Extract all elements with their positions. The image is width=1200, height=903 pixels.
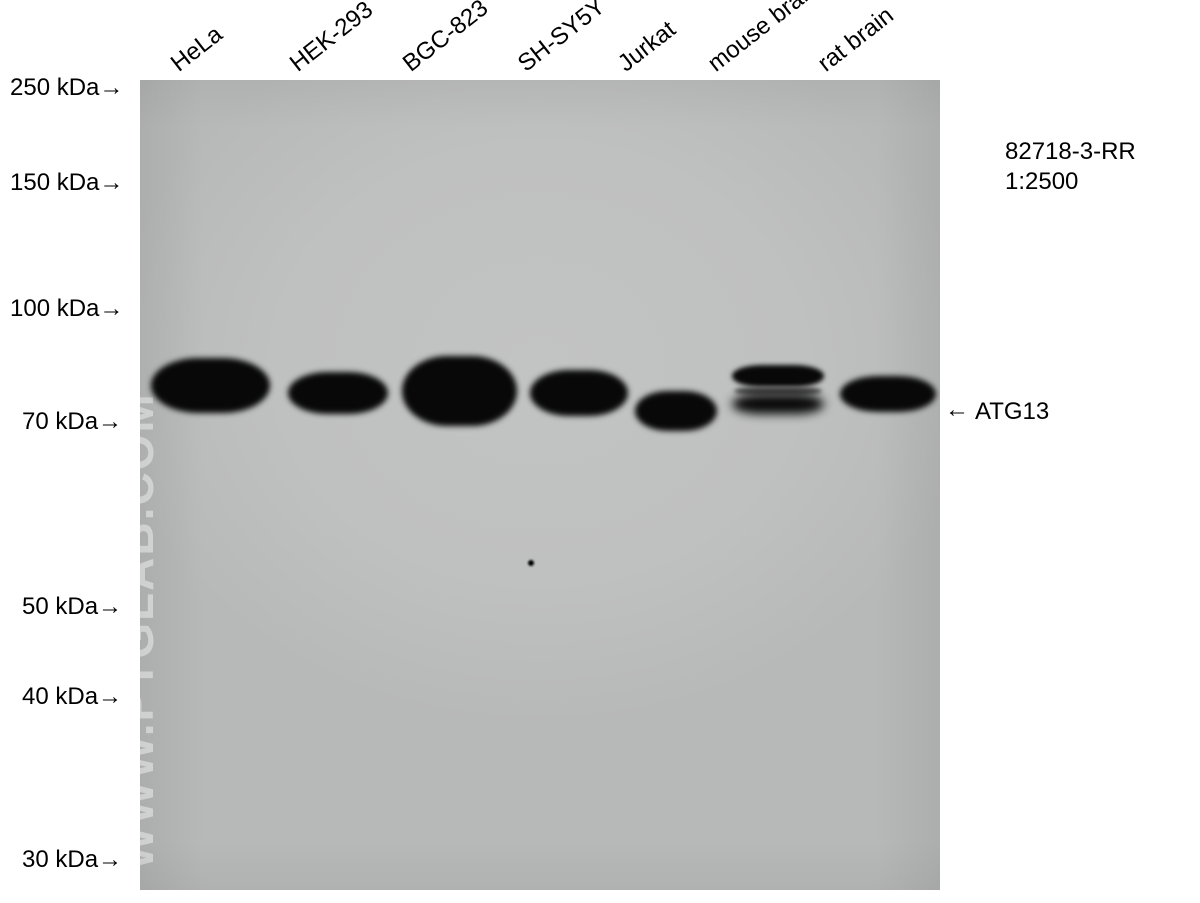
band-mouse-brain-lower (732, 394, 824, 414)
band-jurkat (635, 391, 717, 431)
arrow-right-icon: → (98, 846, 122, 874)
mw-label-100: 100 kDa→ (10, 295, 99, 323)
band-rat-brain (840, 376, 936, 412)
mw-label-70: 70 kDa→ (22, 408, 98, 436)
band-layer (140, 80, 940, 890)
mw-label-150: 150 kDa→ (10, 169, 99, 197)
blot-membrane: WWW.PTGLAB.COM (140, 80, 940, 890)
lane-label-hek293: HEK-293 (285, 0, 379, 78)
band-mouse-brain-upper (732, 365, 824, 387)
mw-label-30: 30 kDa→ (22, 846, 98, 874)
lane-label-jurkat: Jurkat (613, 16, 682, 78)
lane-label-mouse-brain: mouse brain (703, 0, 824, 78)
band-hela (151, 358, 270, 413)
figure-container: 250 kDa→ 150 kDa→ 100 kDa→ 70 kDa→ 50 kD… (0, 0, 1200, 903)
arrow-left-icon: ← (945, 396, 969, 424)
band-bgc823 (402, 356, 517, 426)
arrow-right-icon: → (99, 74, 123, 102)
arrow-right-icon: → (98, 593, 122, 621)
lane-label-rat-brain: rat brain (813, 2, 900, 78)
antibody-catalog: 82718-3-RR (1005, 138, 1136, 166)
mw-label-50: 50 kDa→ (22, 593, 98, 621)
arrow-right-icon: → (99, 169, 123, 197)
antibody-dilution: 1:2500 (1005, 168, 1078, 196)
target-protein-label: ATG13 (975, 398, 1049, 426)
band-shsy5y (530, 370, 628, 416)
mw-label-40: 40 kDa→ (22, 683, 98, 711)
arrow-right-icon: → (98, 408, 122, 436)
mw-label-250: 250 kDa→ (10, 74, 99, 102)
lane-label-hela: HeLa (166, 21, 228, 78)
lane-label-bgc823: BGC-823 (398, 0, 494, 78)
band-hek293 (288, 372, 388, 414)
artifact-dot (528, 560, 534, 566)
arrow-right-icon: → (99, 295, 123, 323)
arrow-right-icon: → (98, 683, 122, 711)
lane-label-shsy5y: SH-SY5Y (513, 0, 611, 78)
